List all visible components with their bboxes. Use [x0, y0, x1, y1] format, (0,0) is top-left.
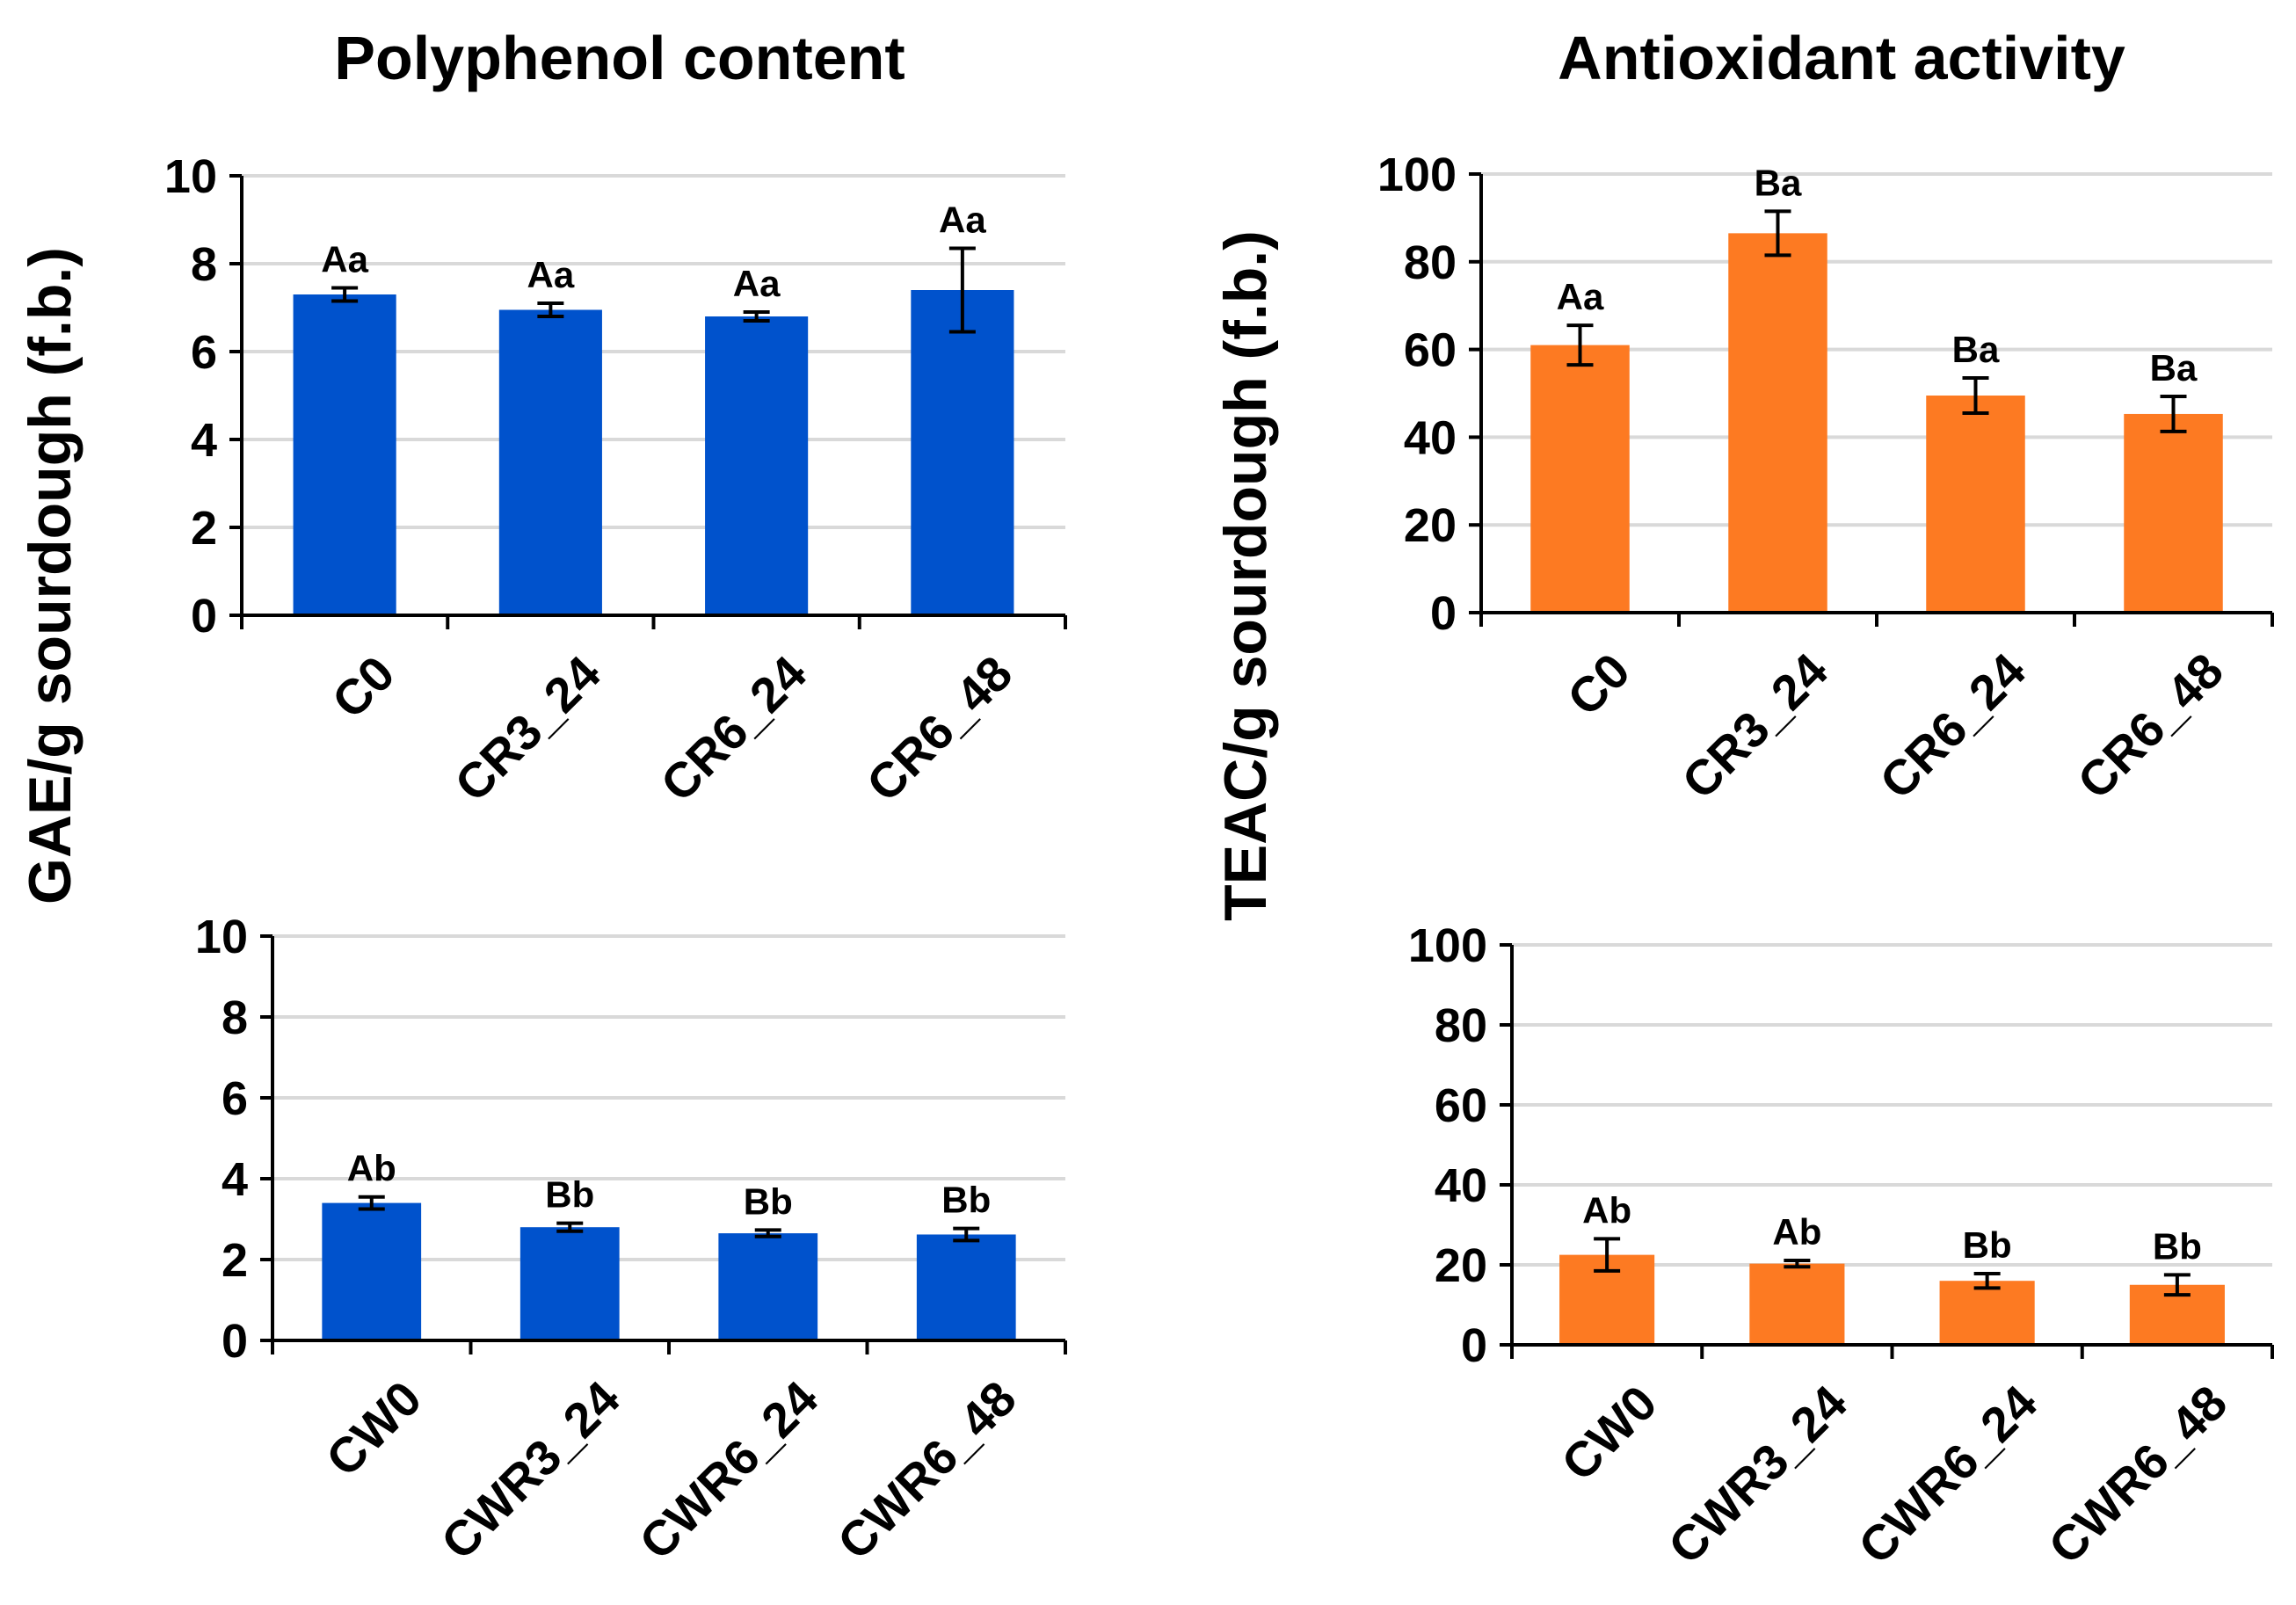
category-label: CWR3_24	[431, 1370, 630, 1570]
category-label: CWR3_24	[1658, 1375, 1857, 1574]
bar	[916, 1234, 1016, 1340]
bar	[2124, 413, 2223, 613]
y-tick-label: 20	[1404, 499, 1457, 552]
category-label: CR3_24	[1671, 643, 1838, 810]
chart-antioxidant-cw: 0 20 40 60 80 100 Ab Ab Bb Bb CW0CWR3_24CWR6_24CWR…	[1408, 919, 2274, 1574]
bar	[1530, 345, 1630, 613]
y-tick-label: 60	[1435, 1079, 1487, 1132]
y-tick-label: 8	[191, 238, 217, 291]
significance-label: Ba	[1755, 162, 1802, 203]
y-tick-label: 0	[191, 590, 217, 643]
bar	[1939, 1281, 2035, 1345]
bar	[1728, 233, 1827, 613]
column-title-polyphenol: Polyphenol content	[334, 24, 905, 92]
significance-label: Bb	[1963, 1224, 2012, 1266]
significance-label: Bb	[744, 1180, 793, 1222]
bar	[705, 316, 809, 615]
category-label: C0	[321, 645, 404, 729]
category-label: CR6_48	[2067, 643, 2234, 810]
category-label: CWR6_24	[1848, 1375, 2047, 1574]
significance-label: Aa	[733, 263, 781, 304]
y-tick-label: 100	[1377, 149, 1457, 201]
significance-label: Aa	[1557, 276, 1604, 317]
y-tick-label: 8	[222, 991, 248, 1044]
category-label: CR6_24	[1869, 643, 2036, 810]
y-tick-label: 80	[1435, 999, 1487, 1052]
category-label: CW0	[1551, 1375, 1668, 1492]
significance-label: Bb	[941, 1180, 991, 1221]
y-tick-label: 6	[191, 326, 217, 379]
y-tick-label: 0	[1430, 587, 1457, 640]
category-label: C0	[1557, 643, 1640, 726]
chart-polyphenol-c: 0 2 4 6 8 10 Aa Aa Aa Aa C0 CR3_24 CR6_24 CR6_48	[164, 150, 1067, 812]
significance-label: Ab	[1582, 1189, 1631, 1231]
y-tick-label: 40	[1404, 411, 1457, 464]
bar	[718, 1233, 818, 1340]
significance-label: Ba	[2150, 347, 2198, 389]
y-tick-label: 60	[1404, 324, 1457, 377]
category-label: CWR6_48	[2038, 1375, 2237, 1574]
significance-label: Bb	[545, 1174, 594, 1216]
y-tick-label: 0	[222, 1315, 248, 1368]
bar	[498, 309, 602, 615]
significance-label: Aa	[939, 200, 986, 241]
significance-label: Aa	[321, 239, 368, 280]
significance-label: Ab	[1772, 1211, 1821, 1253]
bar	[1749, 1263, 1845, 1345]
category-label: CR3_24	[444, 645, 611, 812]
column-title-antioxidant: Antioxidant activity	[1558, 24, 2125, 92]
significance-label: Aa	[527, 254, 575, 295]
significance-label: Bb	[2153, 1225, 2202, 1267]
bar	[520, 1227, 620, 1340]
category-label: CWR6_24	[628, 1370, 828, 1570]
y-tick-label: 6	[222, 1072, 248, 1125]
y-tick-label: 2	[191, 502, 217, 555]
category-label: CWR6_48	[827, 1370, 1027, 1570]
category-label: CR6_48	[856, 645, 1023, 812]
ylabel-gae: GAE/g sourdough (f.b.)	[17, 247, 84, 904]
significance-label: Ba	[1952, 329, 2000, 370]
y-tick-label: 4	[191, 414, 217, 467]
bar	[293, 294, 396, 615]
bar	[322, 1202, 422, 1340]
y-tick-label: 10	[164, 150, 217, 203]
significance-label: Ab	[347, 1148, 396, 1189]
y-tick-label: 2	[222, 1234, 248, 1287]
category-label: CW0	[316, 1370, 432, 1487]
y-tick-label: 100	[1408, 919, 1487, 972]
category-label: CR6_24	[650, 645, 817, 812]
y-tick-label: 20	[1435, 1239, 1487, 1292]
ylabel-teac: TEAC/g sourdough (f.b.)	[1212, 230, 1279, 921]
y-tick-label: 0	[1461, 1319, 1487, 1372]
y-tick-label: 40	[1435, 1159, 1487, 1212]
chart-antioxidant-c: 0 20 40 60 80 100 Aa Ba Ba Ba C0 CR3_24 CR6_24 CR6_48	[1377, 149, 2274, 810]
y-tick-label: 4	[222, 1153, 248, 1206]
bar	[1926, 395, 2025, 613]
bar	[911, 290, 1014, 615]
y-tick-label: 80	[1404, 236, 1457, 289]
y-tick-label: 10	[195, 911, 248, 963]
